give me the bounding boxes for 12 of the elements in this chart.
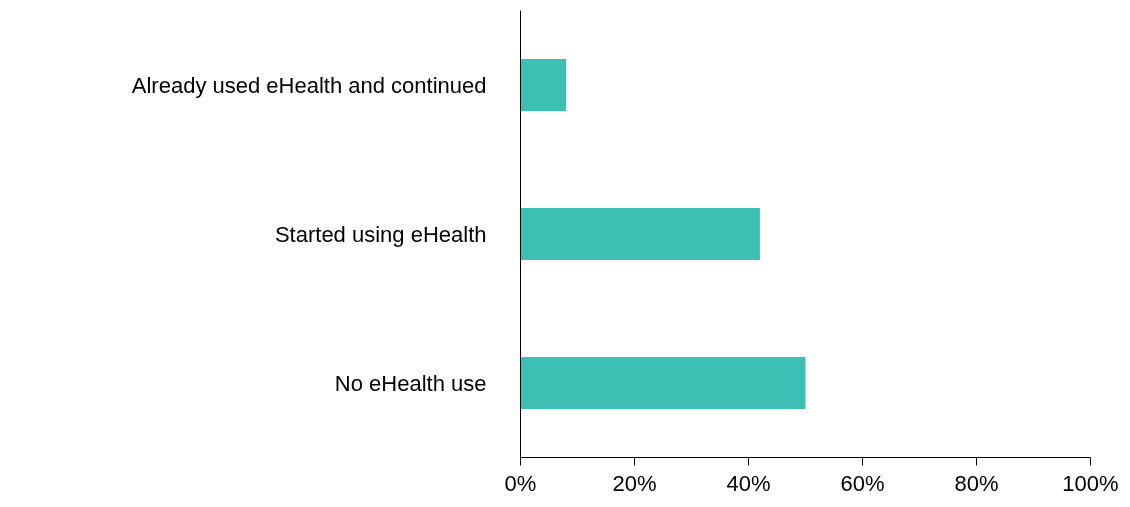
y-tick-label: Started using eHealth: [274, 221, 487, 247]
x-tick-label: 100%: [1062, 470, 1119, 496]
x-tick-label: 60%: [840, 470, 885, 496]
bar: [520, 58, 567, 112]
y-tick-label: Already used eHealth and continued: [131, 72, 487, 98]
x-tick-label: 20%: [612, 470, 657, 496]
x-tick-label: 40%: [726, 470, 771, 496]
bar: [520, 356, 806, 410]
y-tick-label: No eHealth use: [334, 370, 487, 396]
bar: [520, 207, 760, 261]
x-tick-label: 0%: [504, 470, 537, 496]
x-tick-label: 80%: [954, 470, 999, 496]
